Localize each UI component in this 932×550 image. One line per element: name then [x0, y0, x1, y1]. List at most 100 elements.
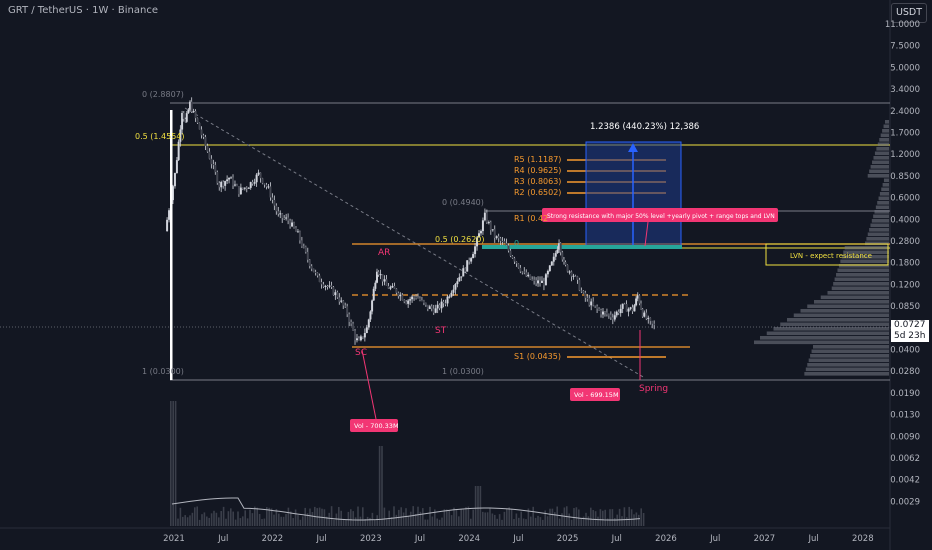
candle-body	[578, 279, 581, 291]
candle-body	[546, 270, 549, 275]
candle-body	[466, 260, 469, 272]
volume-bar	[489, 507, 491, 526]
candle-body	[371, 300, 374, 312]
y-tick-label: 7.5000	[890, 42, 920, 52]
candle-body	[354, 330, 357, 341]
candle-body	[576, 276, 579, 280]
volume-bar	[580, 517, 582, 526]
volume-profile-bar	[841, 255, 889, 259]
volume-profile-bar	[885, 120, 889, 124]
volume-bar	[503, 511, 506, 526]
candle-body	[613, 315, 616, 320]
vol-sc-label: Vol - 700.33M	[354, 422, 399, 430]
y-tick-label: 0.2800	[890, 237, 920, 247]
currency-button[interactable]: USDT	[891, 3, 927, 23]
volume-profile-bar	[833, 282, 889, 286]
volume-bar	[210, 513, 213, 526]
volume-bar	[453, 507, 455, 526]
volume-bar	[518, 517, 520, 526]
volume-bar	[410, 511, 412, 526]
candle-body	[314, 271, 317, 273]
volume-bar	[261, 519, 263, 526]
volume-bar	[364, 519, 366, 526]
volume-profile-bar	[804, 372, 889, 376]
volume-profile-bar	[876, 147, 889, 151]
candle-body	[645, 312, 648, 319]
candle-body	[554, 253, 557, 257]
candle-body	[279, 213, 282, 215]
volume-bar	[304, 507, 306, 526]
volume-bar	[609, 509, 611, 526]
volume-bar	[196, 506, 198, 526]
candle-body	[237, 186, 240, 195]
candle-body	[194, 111, 197, 119]
volume-bar	[486, 512, 489, 526]
y-tick-label: 0.0029	[890, 497, 920, 507]
volume-profile-bar	[811, 349, 889, 354]
volume-bar	[436, 518, 438, 526]
candle-body	[468, 260, 471, 262]
fib-mid-label: 0.5 (1.4554)	[135, 132, 185, 141]
candle-body	[513, 258, 516, 262]
volume-bar	[434, 509, 436, 526]
candle-body	[481, 220, 484, 232]
volume-bar	[462, 509, 465, 526]
volume-bar	[369, 517, 371, 526]
candle-body	[619, 308, 622, 314]
candle-body	[265, 184, 268, 187]
volume-profile-bar	[808, 358, 889, 363]
volume-bar	[417, 506, 419, 526]
candle-body	[367, 319, 370, 328]
volume-bar	[506, 508, 508, 526]
x-tick-label: 2024	[458, 534, 480, 544]
volume-bar	[484, 512, 486, 526]
volume-profile-bar	[870, 165, 889, 169]
volume-bar	[510, 508, 513, 526]
candle-body	[454, 284, 457, 290]
volume-profile-bar	[836, 273, 889, 277]
candle-body	[509, 250, 512, 256]
volume-profile-bar	[877, 201, 889, 205]
volume-bar	[606, 518, 609, 526]
volume-profile-bar	[837, 268, 889, 273]
candle-body	[334, 292, 337, 296]
volume-bar	[359, 516, 362, 526]
candle-body	[245, 187, 248, 189]
volume-bar	[254, 506, 256, 526]
candle-body	[312, 268, 315, 272]
volume-bar	[366, 516, 369, 526]
volume-bar	[232, 511, 234, 526]
pivot-r4: R4 (0.9625)	[514, 166, 561, 175]
candle-body	[318, 275, 321, 283]
candle-body	[210, 158, 213, 165]
ar-label: AR	[378, 248, 390, 258]
candle-body	[418, 298, 421, 301]
candle-body	[235, 184, 238, 187]
chart-labels: 0 (2.8807) 0.5 (1.4554) 1 (0.0300) 0 (0.…	[135, 90, 872, 430]
candle-body	[302, 246, 305, 248]
vol-sc-pointer	[361, 349, 377, 420]
pivot-r1: R1 (0.42	[514, 214, 548, 223]
volume-bar	[626, 517, 628, 526]
candle-body	[527, 274, 530, 277]
candle-body	[322, 284, 325, 287]
volume-profile-bar	[820, 295, 889, 300]
candle-body	[653, 323, 656, 325]
volume-bar	[602, 510, 604, 526]
candle-body	[328, 285, 331, 287]
volume-bar	[172, 401, 174, 526]
candle-body	[483, 212, 486, 221]
candle-body	[184, 118, 187, 122]
candle-body	[168, 210, 171, 220]
volume-bar	[587, 516, 590, 526]
volume-bar	[491, 513, 494, 526]
candle-body	[472, 254, 475, 259]
volume-bar	[294, 509, 297, 526]
sc-label: SC	[355, 348, 367, 358]
x-tick-label: 2027	[754, 534, 776, 544]
volume-bar	[191, 512, 194, 526]
y-axis: 11.0000 7.5000 5.0000 3.4000 2.4000 1.7000 1.2…	[885, 20, 920, 507]
volume-bar	[465, 507, 467, 526]
volume-bar	[182, 516, 184, 526]
